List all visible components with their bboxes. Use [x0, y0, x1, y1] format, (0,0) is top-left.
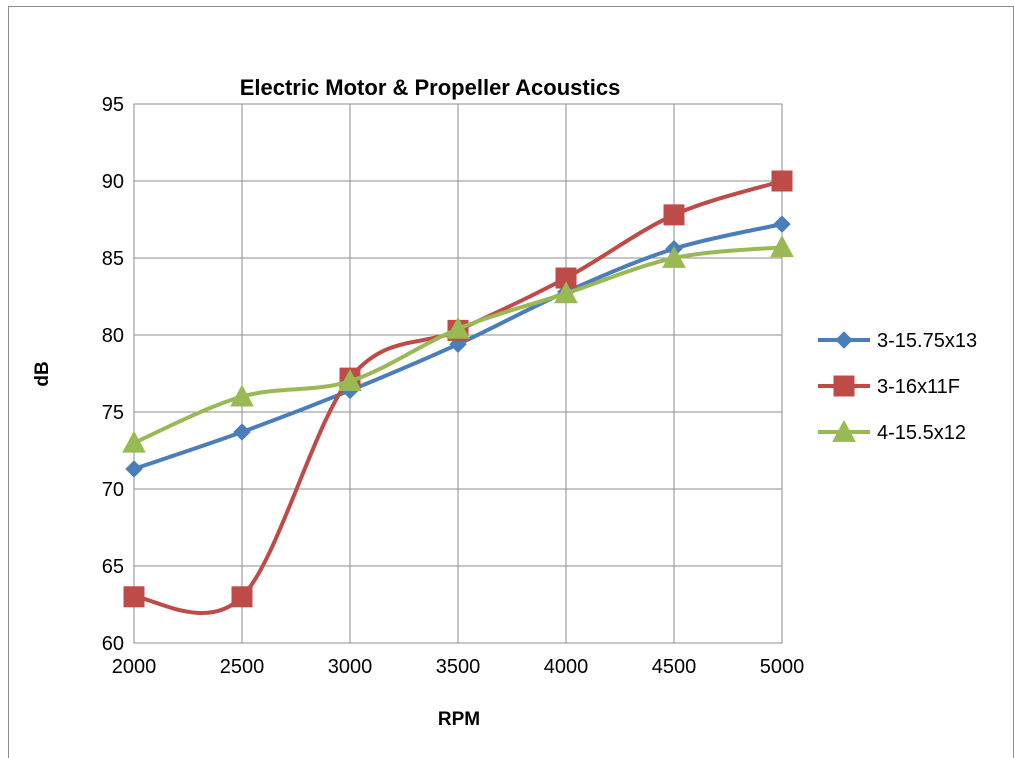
data-point: [231, 586, 253, 608]
data-point: [773, 215, 791, 233]
x-tick-label: 2500: [220, 656, 265, 678]
data-point: [233, 423, 251, 441]
x-axis-ticks: 2000 2500 3000 3500 4000 4500 5000: [112, 656, 805, 678]
y-tick-label: 95: [102, 94, 124, 116]
series-group: [122, 170, 794, 615]
grid-lines: [133, 103, 783, 644]
y-tick-label: 65: [102, 556, 124, 578]
series-3: [122, 235, 794, 453]
data-point: [770, 235, 794, 258]
legend-item: 3-15.75x13: [818, 330, 977, 352]
data-point: [446, 316, 470, 339]
legend-marker: [832, 419, 856, 442]
legend: 3-15.75x13 3-16x11F 4-15.5x12: [818, 330, 977, 444]
y-axis-ticks: 60 65 70 75 80 85 90 95: [102, 94, 124, 655]
data-point: [230, 384, 254, 407]
y-tick-label: 75: [102, 402, 124, 424]
chart-title: Electric Motor & Propeller Acoustics: [240, 75, 621, 100]
plot-area-border: [133, 103, 783, 644]
legend-item: 3-16x11F: [818, 375, 960, 398]
x-axis-title: RPM: [438, 709, 480, 730]
x-tick-label: 3000: [328, 656, 373, 678]
legend-marker: [833, 375, 855, 397]
data-point: [771, 170, 793, 192]
legend-label: 4-15.5x12: [877, 422, 966, 444]
y-tick-label: 85: [102, 248, 124, 270]
data-point: [123, 586, 145, 608]
x-tick-label: 4500: [652, 656, 697, 678]
data-point: [663, 204, 685, 226]
x-tick-label: 3500: [436, 656, 481, 678]
data-point: [122, 430, 146, 453]
data-point: [662, 245, 686, 268]
y-tick-label: 70: [102, 479, 124, 501]
x-tick-label: 2000: [112, 656, 157, 678]
y-tick-label: 60: [102, 633, 124, 655]
y-tick-label: 90: [102, 171, 124, 193]
data-point: [125, 460, 143, 478]
data-point: [338, 369, 362, 392]
x-tick-label: 5000: [760, 656, 805, 678]
legend-label: 3-16x11F: [877, 376, 960, 398]
y-axis-title: dB: [32, 361, 53, 386]
legend-item: 4-15.5x12: [818, 419, 966, 444]
legend-marker: [835, 331, 853, 349]
x-tick-label: 4000: [544, 656, 589, 678]
data-point: [554, 281, 578, 304]
legend-label: 3-15.75x13: [877, 330, 977, 352]
y-tick-label: 80: [102, 325, 124, 347]
